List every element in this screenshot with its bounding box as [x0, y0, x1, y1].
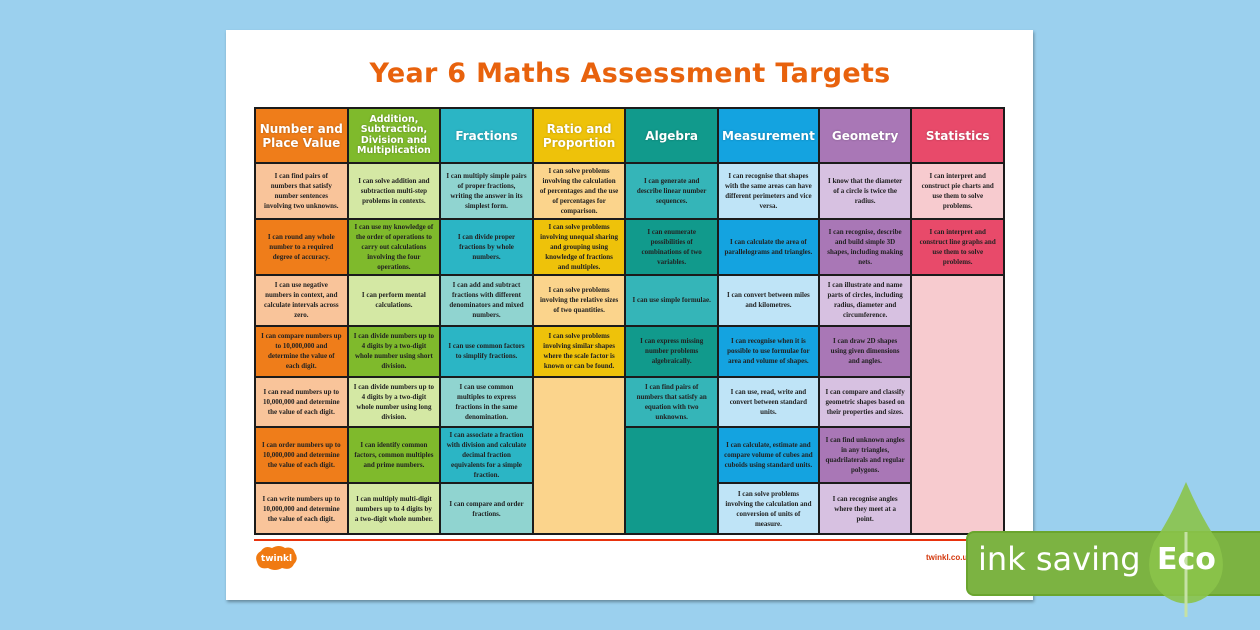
- leaf-icon: [1149, 482, 1223, 617]
- target-cell: I can use, read, write and convert betwe…: [718, 377, 818, 427]
- twinkl-logo: twinkl: [256, 546, 297, 570]
- ink-saving-label: ink saving: [978, 540, 1141, 578]
- target-cell: I can round any whole number to a requir…: [256, 220, 347, 274]
- website-link[interactable]: twinkl.co.uk: [926, 553, 972, 562]
- target-cell: I can recognise that shapes with the sam…: [718, 164, 818, 218]
- target-cell: I can compare and classify geometric sha…: [819, 377, 911, 427]
- target-cell: I can use my knowledge of the order of o…: [348, 220, 440, 274]
- column-header: Statistics: [912, 109, 1003, 162]
- column-header: Number and Place Value: [256, 109, 347, 162]
- target-cell: I can write numbers up to 10,000,000 and…: [256, 484, 347, 533]
- empty-cell: [533, 377, 625, 533]
- target-cell: I can calculate the area of parallelogra…: [718, 220, 818, 274]
- column-header: Ratio and Proportion: [533, 109, 625, 162]
- target-cell: I can interpret and construct pie charts…: [912, 164, 1003, 218]
- target-cell: I can recognise when it is possible to u…: [718, 326, 818, 376]
- target-cell: I can convert between miles and kilometr…: [718, 276, 818, 325]
- target-cell: I can add and subtract fractions with di…: [441, 276, 532, 325]
- page-title: Year 6 Maths Assessment Targets: [369, 58, 891, 89]
- target-cell: I can compare and order fractions.: [441, 484, 532, 533]
- target-cell: I can use common multiples to express fr…: [441, 377, 532, 427]
- target-cell: I can read numbers up to 10,000,000 and …: [256, 377, 347, 427]
- target-cell: I can associate a fraction with division…: [441, 428, 532, 483]
- target-cell: I can use simple formulae.: [626, 276, 717, 325]
- target-cell: I can multiply multi-digit numbers up to…: [348, 484, 440, 533]
- targets-table: Number and Place Value I can find pairs o…: [254, 107, 1005, 535]
- target-cell: I can multiply simple pairs of proper fr…: [441, 164, 532, 218]
- column-header: Algebra: [626, 109, 717, 162]
- target-cell: I can solve problems involving the relat…: [533, 276, 625, 325]
- target-cell: I can compare numbers up to 10,000,000 a…: [256, 326, 347, 376]
- target-cell: I can find pairs of numbers that satisfy…: [256, 164, 347, 218]
- target-cell: I know that the diameter of a circle is …: [819, 164, 911, 218]
- target-cell: I can identify common factors, common mu…: [348, 428, 440, 483]
- target-cell: I can find pairs of numbers that satisfy…: [626, 377, 717, 427]
- target-cell: I can divide proper fractions by whole n…: [441, 220, 532, 274]
- target-cell: I can generate and describe linear numbe…: [626, 164, 717, 218]
- target-cell: I can solve problems involving the calcu…: [718, 484, 818, 533]
- target-cell: I can solve problems involving the calcu…: [533, 164, 625, 218]
- column-header: Measurement: [718, 109, 818, 162]
- target-cell: I can solve addition and subtraction mul…: [348, 164, 440, 218]
- svg-text:twinkl: twinkl: [261, 554, 292, 564]
- target-cell: I can draw 2D shapes using given dimensi…: [819, 326, 911, 376]
- target-cell: I can divide numbers up to 4 digits by a…: [348, 326, 440, 376]
- target-cell: I can enumerate possibilities of combina…: [626, 220, 717, 274]
- target-cell: I can use common factors to simplify fra…: [441, 326, 532, 376]
- target-cell: I can use negative numbers in context, a…: [256, 276, 347, 325]
- target-cell: I can solve problems involving unequal s…: [533, 220, 625, 274]
- target-cell: I can illustrate and name parts of circl…: [819, 276, 911, 325]
- target-cell: I can find unknown angles in any triangl…: [819, 428, 911, 483]
- target-cell: I can calculate, estimate and compare vo…: [718, 428, 818, 483]
- target-cell: I can express missing number problems al…: [626, 326, 717, 376]
- target-cell: I can recognise angles where they meet a…: [819, 484, 911, 533]
- target-cell: I can order numbers up to 10,000,000 and…: [256, 428, 347, 483]
- target-cell: I can recognise, describe and build simp…: [819, 220, 911, 274]
- target-cell: I can divide numbers up to 4 digits by a…: [348, 377, 440, 427]
- eco-label: Eco: [1157, 542, 1216, 577]
- empty-cell: [626, 428, 717, 533]
- column-header: Geometry: [819, 109, 911, 162]
- target-cell: I can perform mental calculations.: [348, 276, 440, 325]
- column-header: Fractions: [441, 109, 532, 162]
- target-cell: I can solve problems involving similar s…: [533, 326, 625, 376]
- column-header: Addition, Subtraction, Division and Mult…: [348, 109, 440, 162]
- target-cell: I can interpret and construct line graph…: [912, 220, 1003, 274]
- footer-divider: [254, 539, 1005, 541]
- empty-cell: [912, 276, 1003, 533]
